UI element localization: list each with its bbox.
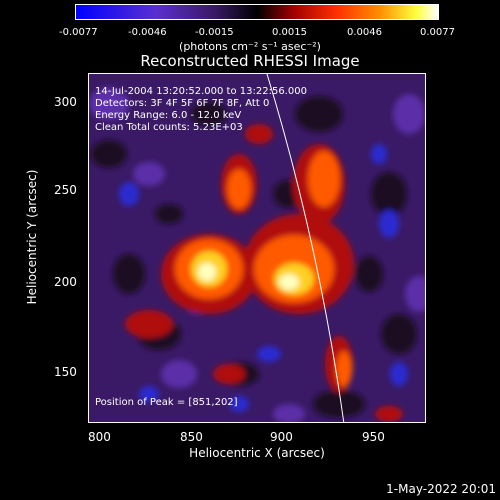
image-blob — [198, 263, 216, 281]
colorbar-tick: 0.0046 — [347, 27, 382, 38]
x-tick-label: 900 — [270, 430, 293, 444]
x-tick-label: 850 — [180, 430, 203, 444]
annotation-peak: Position of Peak = [851,202] — [95, 397, 238, 408]
image-blob — [155, 204, 183, 224]
image-blob — [229, 396, 249, 412]
annotation-energy: Energy Range: 6.0 - 12.0 keV — [95, 110, 242, 121]
colorbar — [75, 4, 439, 20]
image-blob — [161, 360, 197, 388]
image-blob — [257, 346, 281, 362]
colorbar-tick: 0.0077 — [420, 27, 455, 38]
image-blob — [245, 124, 273, 144]
colorbar-tick: -0.0015 — [195, 27, 234, 38]
annotation-detectors: Detectors: 3F 4F 5F 6F 7F 8F, Att 0 — [95, 98, 270, 109]
image-blob — [379, 210, 399, 238]
image-blob — [213, 364, 245, 384]
image-blob — [139, 386, 159, 402]
image-blob — [119, 182, 139, 206]
y-axis-label: Heliocentric Y (arcsec) — [25, 169, 39, 305]
y-tick-label: 300 — [54, 95, 77, 109]
image-blob — [279, 274, 299, 290]
x-axis-label: Heliocentric X (arcsec) — [189, 446, 325, 460]
image-blob — [371, 144, 387, 164]
annotation-clean: Clean Total counts: 5.23E+03 — [95, 122, 243, 133]
image-blob — [113, 254, 145, 294]
colorbar-tick: -0.0046 — [128, 27, 167, 38]
footer-date: 1-May-2022 20:01 — [386, 482, 496, 496]
image-plot: 14-Jul-2004 13:20:52.000 to 13:22:56.000… — [88, 73, 426, 423]
colorbar-tick: -0.0077 — [59, 27, 98, 38]
y-tick-label: 150 — [54, 365, 77, 379]
image-blob — [227, 169, 251, 209]
annotation-time: 14-Jul-2004 13:20:52.000 to 13:22:56.000 — [95, 86, 307, 97]
image-blob — [371, 172, 407, 216]
image-blob — [390, 362, 408, 386]
image-blob — [381, 314, 417, 354]
colorbar-units: (photons cm⁻² s⁻¹ asec⁻²) — [179, 40, 321, 53]
image-blob — [91, 140, 127, 168]
x-tick-label: 950 — [362, 430, 385, 444]
image-blob — [393, 94, 425, 134]
image-blob — [273, 404, 305, 422]
image-blob — [125, 310, 173, 338]
image-blob — [295, 96, 343, 132]
x-tick-label: 800 — [88, 430, 111, 444]
image-blob — [336, 351, 352, 387]
image-blob — [133, 162, 165, 186]
image-blob — [405, 276, 425, 312]
image-blob — [89, 88, 129, 120]
image-title: Reconstructed RHESSI Image — [140, 52, 360, 70]
y-tick-label: 200 — [54, 275, 77, 289]
image-blob — [375, 406, 403, 422]
image-blob — [308, 151, 340, 207]
solar-limb — [266, 74, 345, 422]
image-blob — [313, 390, 365, 418]
colorbar-tick: 0.0015 — [272, 27, 307, 38]
image-blob — [355, 256, 383, 292]
image-map — [89, 74, 425, 422]
image-blob — [191, 102, 227, 126]
y-tick-label: 250 — [54, 183, 77, 197]
